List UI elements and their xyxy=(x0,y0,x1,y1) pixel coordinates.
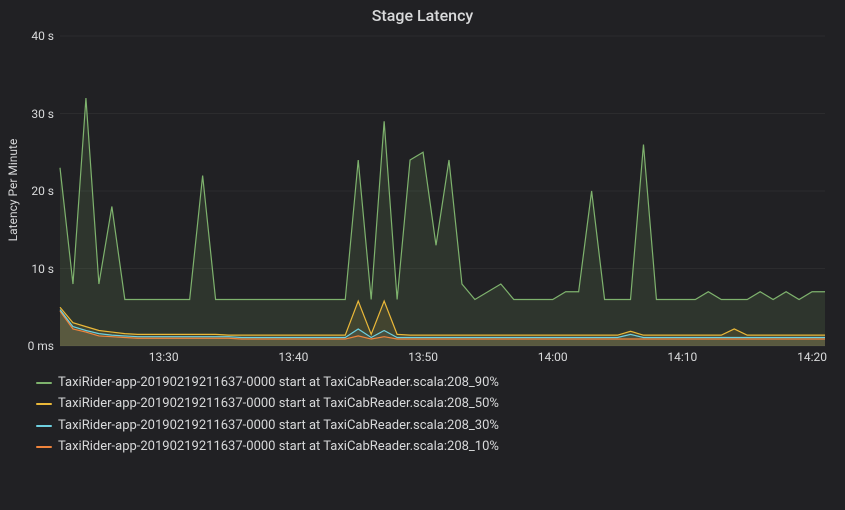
chart-panel: Stage Latency Latency Per Minute 0 ms10 … xyxy=(0,0,845,510)
x-tick-label: 13:50 xyxy=(408,346,438,364)
x-tick-label: 13:40 xyxy=(278,346,308,364)
legend-swatch xyxy=(36,382,52,384)
x-tick-label: 14:00 xyxy=(538,346,568,364)
x-tick-label: 14:20 xyxy=(797,346,827,364)
legend-label: TaxiRider-app-20190219211637-0000 start … xyxy=(58,393,499,414)
legend-item-p30[interactable]: TaxiRider-app-20190219211637-0000 start … xyxy=(36,415,499,436)
legend-item-p50[interactable]: TaxiRider-app-20190219211637-0000 start … xyxy=(36,393,499,414)
legend-label: TaxiRider-app-20190219211637-0000 start … xyxy=(58,372,499,393)
legend-label: TaxiRider-app-20190219211637-0000 start … xyxy=(58,415,499,436)
legend-label: TaxiRider-app-20190219211637-0000 start … xyxy=(58,436,499,457)
series-fill-p90 xyxy=(60,98,825,346)
y-tick-label: 40 s xyxy=(31,29,60,43)
legend-item-p10[interactable]: TaxiRider-app-20190219211637-0000 start … xyxy=(36,436,499,457)
plot-area[interactable]: 0 ms10 s20 s30 s40 s13:3013:4013:5014:00… xyxy=(60,36,825,346)
y-tick-label: 30 s xyxy=(31,107,60,121)
legend-swatch xyxy=(36,425,52,427)
legend-swatch xyxy=(36,446,52,448)
legend-item-p90[interactable]: TaxiRider-app-20190219211637-0000 start … xyxy=(36,372,499,393)
chart-title: Stage Latency xyxy=(0,0,845,28)
chart-svg xyxy=(60,36,825,346)
y-tick-label: 10 s xyxy=(31,262,60,276)
y-axis-label: Latency Per Minute xyxy=(6,139,20,242)
y-tick-label: 0 ms xyxy=(28,339,60,353)
x-tick-label: 13:30 xyxy=(149,346,179,364)
legend: TaxiRider-app-20190219211637-0000 start … xyxy=(36,372,499,458)
legend-swatch xyxy=(36,403,52,405)
y-tick-label: 20 s xyxy=(31,184,60,198)
x-tick-label: 14:10 xyxy=(667,346,697,364)
